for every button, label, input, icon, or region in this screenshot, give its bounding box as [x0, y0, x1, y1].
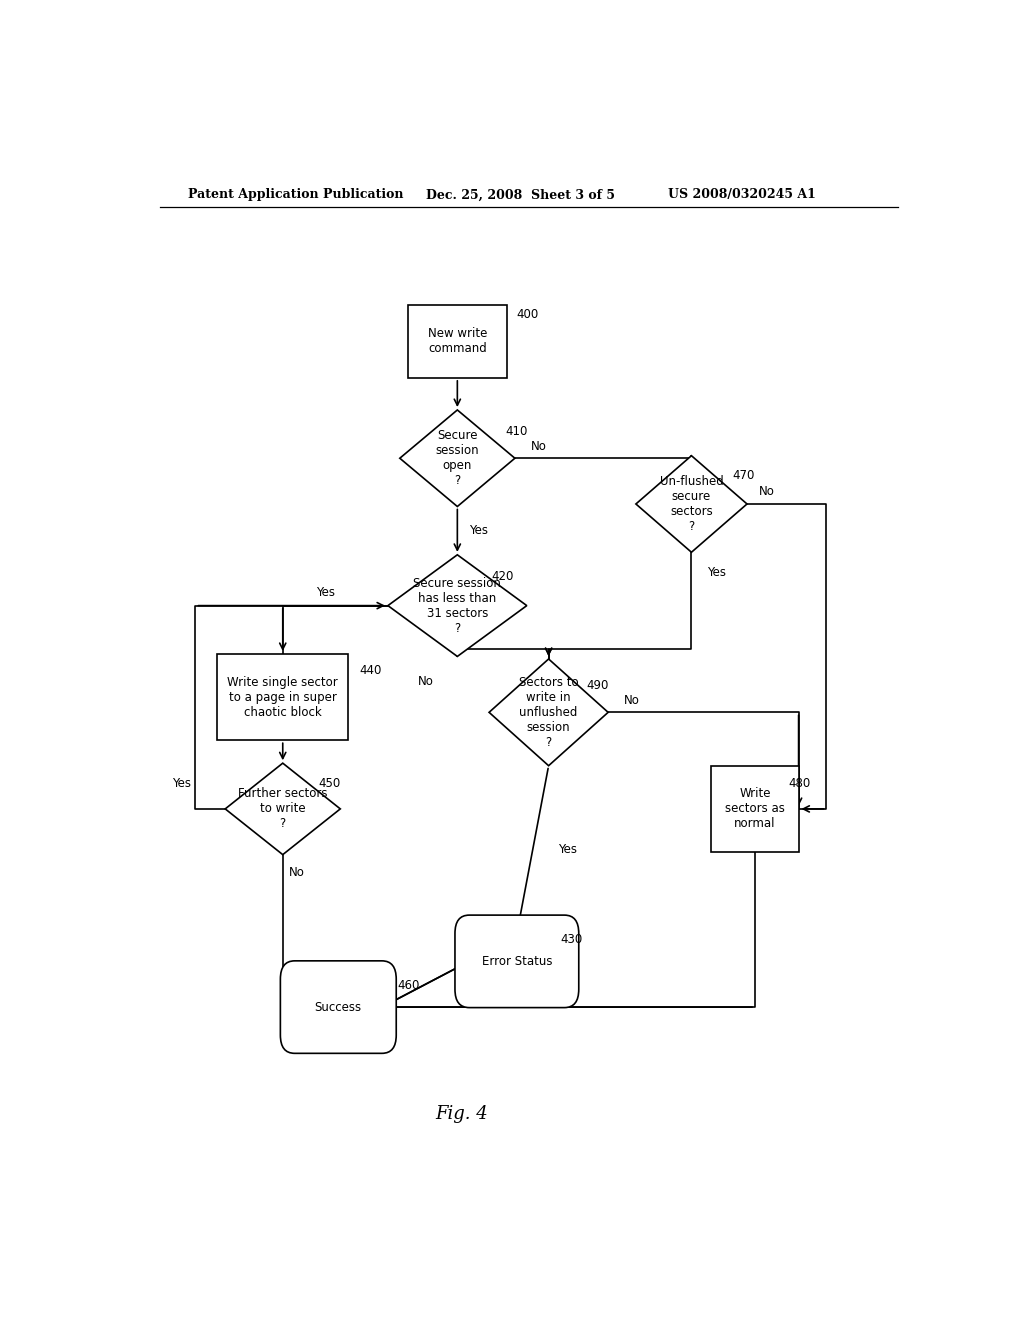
Text: Yes: Yes: [558, 843, 578, 857]
Polygon shape: [636, 455, 748, 552]
Text: 430: 430: [560, 933, 583, 946]
Text: Yes: Yes: [469, 524, 488, 537]
Text: 450: 450: [318, 776, 341, 789]
Text: Yes: Yes: [316, 586, 336, 599]
Text: Patent Application Publication: Patent Application Publication: [187, 189, 403, 202]
Text: No: No: [530, 440, 547, 453]
Text: Further sectors
to write
?: Further sectors to write ?: [238, 788, 328, 830]
Text: Yes: Yes: [708, 566, 726, 579]
Text: No: No: [418, 676, 433, 688]
Polygon shape: [399, 411, 515, 507]
Text: 410: 410: [505, 425, 527, 438]
Text: US 2008/0320245 A1: US 2008/0320245 A1: [668, 189, 815, 202]
Polygon shape: [489, 659, 608, 766]
FancyBboxPatch shape: [712, 766, 799, 853]
Text: Secure
session
open
?: Secure session open ?: [435, 429, 479, 487]
Text: Success: Success: [314, 1001, 361, 1014]
Text: 440: 440: [359, 664, 382, 677]
Text: 480: 480: [788, 776, 811, 789]
FancyBboxPatch shape: [455, 915, 579, 1007]
Text: Write single sector
to a page in super
chaotic block: Write single sector to a page in super c…: [227, 676, 338, 718]
Text: Fig. 4: Fig. 4: [435, 1105, 487, 1123]
Text: Sectors to
write in
unflushed
session
?: Sectors to write in unflushed session ?: [519, 676, 579, 748]
Text: 460: 460: [397, 979, 420, 991]
Polygon shape: [388, 554, 526, 656]
Text: 470: 470: [733, 469, 755, 482]
Text: Secure session
has less than
31 sectors
?: Secure session has less than 31 sectors …: [414, 577, 502, 635]
Text: Dec. 25, 2008  Sheet 3 of 5: Dec. 25, 2008 Sheet 3 of 5: [426, 189, 614, 202]
FancyBboxPatch shape: [217, 653, 348, 741]
Text: Un-flushed
secure
sectors
?: Un-flushed secure sectors ?: [659, 475, 723, 533]
Text: No: No: [624, 693, 640, 706]
Text: 420: 420: [492, 570, 514, 583]
Text: 490: 490: [587, 678, 609, 692]
Text: 400: 400: [517, 308, 539, 321]
Text: Yes: Yes: [172, 777, 191, 789]
Text: No: No: [289, 866, 305, 879]
FancyBboxPatch shape: [281, 961, 396, 1053]
Text: Error Status: Error Status: [481, 954, 552, 968]
Polygon shape: [225, 763, 340, 854]
Text: Write
sectors as
normal: Write sectors as normal: [725, 788, 784, 830]
FancyBboxPatch shape: [408, 305, 507, 378]
Text: No: No: [759, 486, 775, 498]
Text: New write
command: New write command: [428, 327, 487, 355]
